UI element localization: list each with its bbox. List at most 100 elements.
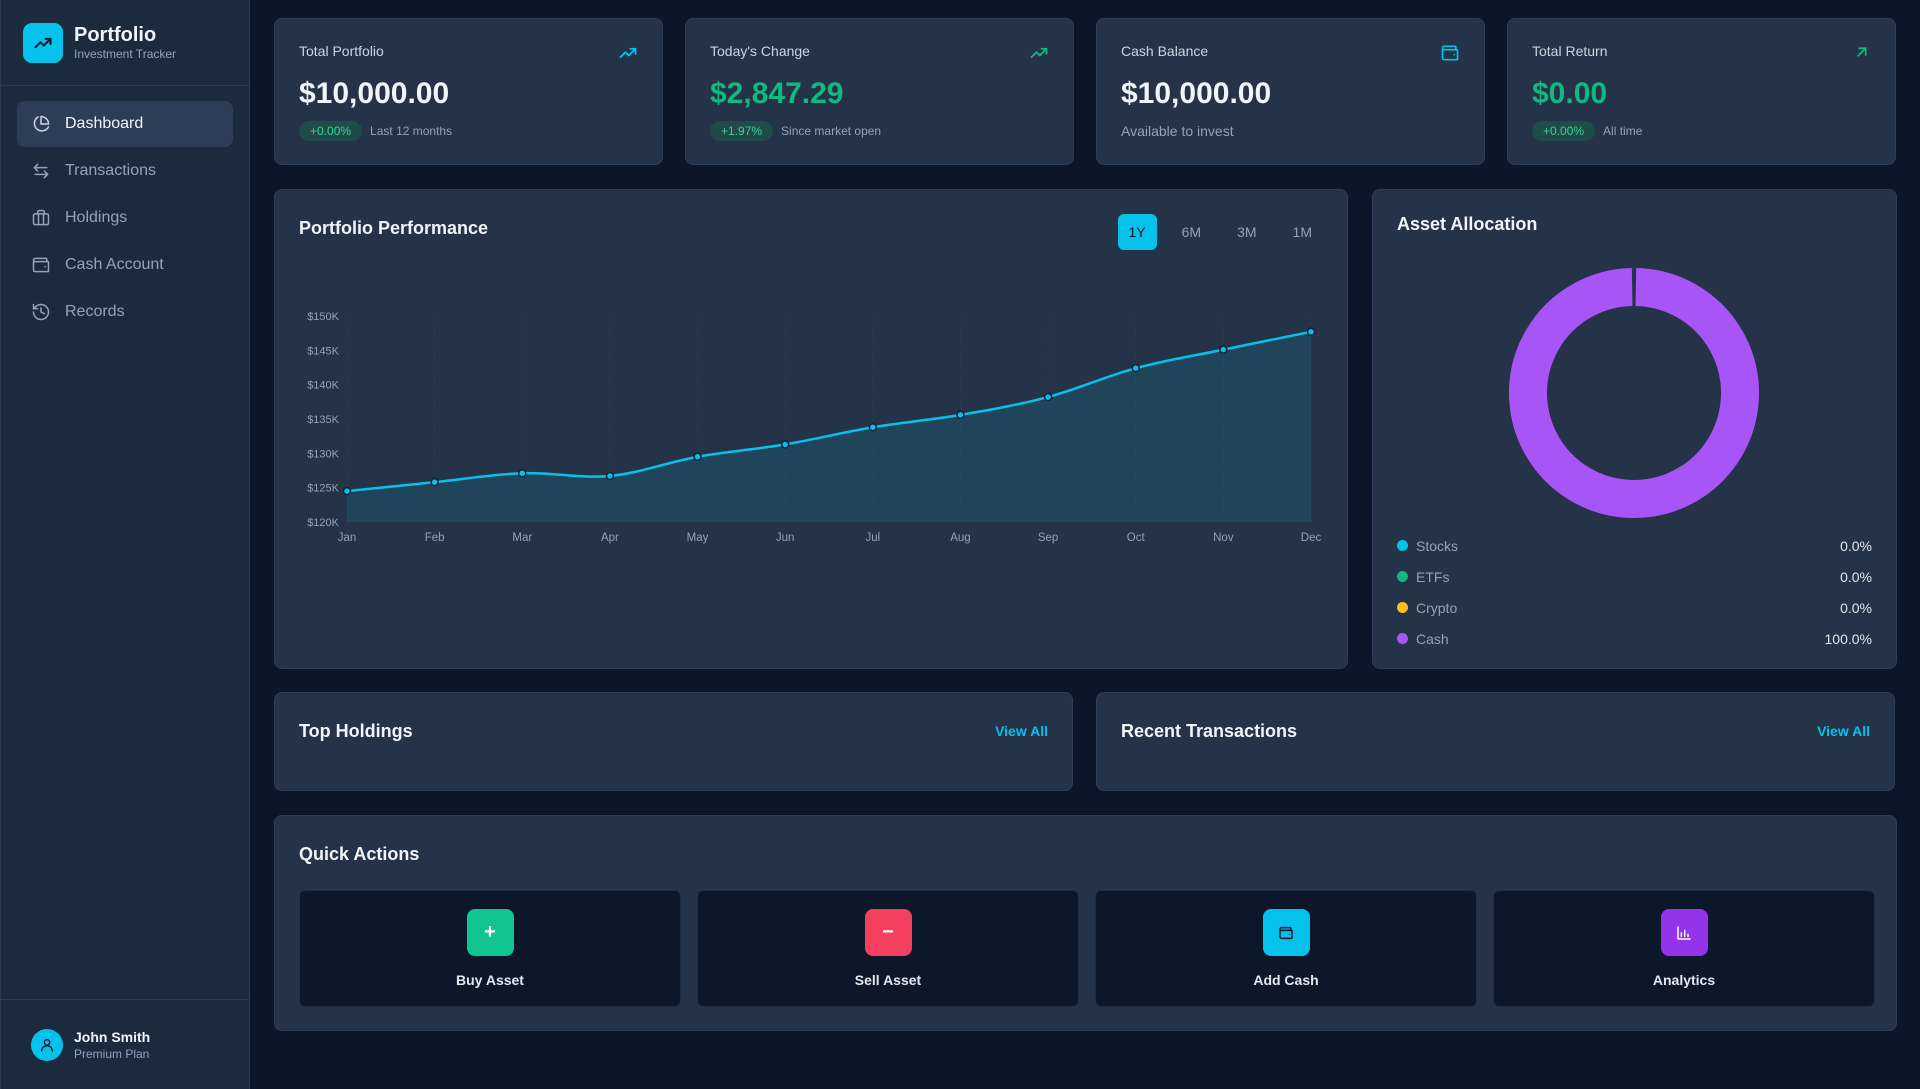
legend-dot bbox=[1397, 540, 1408, 551]
donut-slice-cash bbox=[1509, 268, 1759, 518]
legend-label: Cash bbox=[1416, 630, 1449, 647]
add-cash-button[interactable]: Add Cash bbox=[1095, 890, 1477, 1007]
asset-allocation-card: Asset Allocation Stocks 0.0% ETFs 0.0% C… bbox=[1372, 189, 1897, 669]
action-label: Buy Asset bbox=[456, 972, 524, 988]
card-title: Recent Transactions bbox=[1121, 721, 1298, 741]
range-1y-button[interactable]: 1Y bbox=[1117, 214, 1157, 250]
x-tick-label: Mar bbox=[512, 532, 532, 544]
card-title: Quick Actions bbox=[299, 844, 420, 864]
sidebar-item-cash-account[interactable]: Cash Account bbox=[17, 242, 233, 288]
sidebar-item-holdings[interactable]: Holdings bbox=[17, 195, 233, 241]
range-3m-button[interactable]: 3M bbox=[1237, 224, 1257, 240]
legend-row-etfs: ETFs 0.0% bbox=[1397, 561, 1872, 592]
analytics-button[interactable]: Analytics bbox=[1493, 890, 1875, 1007]
data-point bbox=[1131, 363, 1140, 373]
plus-icon: + bbox=[466, 909, 514, 956]
sell-asset-button[interactable]: − Sell Asset bbox=[697, 890, 1079, 1007]
brand-title: Portfolio bbox=[74, 24, 157, 46]
stat-note: Last 12 months bbox=[370, 124, 453, 138]
sidebar-item-label: Cash Account bbox=[65, 256, 164, 273]
card-title: Top Holdings bbox=[299, 721, 413, 741]
legend-label: Crypto bbox=[1416, 599, 1458, 616]
card-title: Portfolio Performance bbox=[299, 218, 489, 238]
brand[interactable]: Portfolio Investment Tracker bbox=[1, 0, 249, 86]
series-line bbox=[346, 330, 1312, 493]
x-tick-label: Jul bbox=[865, 532, 880, 544]
legend-row-crypto: Crypto 0.0% bbox=[1397, 592, 1872, 623]
briefcase-icon bbox=[32, 209, 50, 226]
x-tick-label: Sep bbox=[1038, 532, 1058, 544]
view-all-holdings-link[interactable]: View All bbox=[995, 723, 1048, 739]
performance-chart: $150K $145K $140K $135K $130K $125K $120K Jan Fe… bbox=[307, 311, 1321, 544]
user-icon bbox=[41, 1038, 53, 1052]
minus-icon: − bbox=[864, 909, 912, 956]
x-tick-label: Jun bbox=[776, 532, 795, 544]
x-tick-label: Apr bbox=[601, 532, 619, 544]
legend-value: 0.0% bbox=[1840, 568, 1872, 585]
x-tick-label: Feb bbox=[425, 532, 445, 544]
data-point bbox=[605, 471, 615, 481]
y-tick-label: $145K bbox=[307, 345, 339, 357]
change-badge: +0.00% bbox=[299, 121, 363, 141]
stat-card-cash-balance: Cash Balance $10,000.00 Available to inv… bbox=[1096, 18, 1485, 165]
data-point bbox=[518, 468, 527, 478]
y-tick-label: $140K bbox=[307, 380, 339, 392]
stat-value: $10,000.00 bbox=[1121, 77, 1272, 110]
y-tick-label: $130K bbox=[307, 448, 339, 460]
arrow-up-right-icon bbox=[1857, 47, 1867, 57]
sidebar-item-transactions[interactable]: Transactions bbox=[17, 148, 233, 194]
stat-label: Total Portfolio bbox=[299, 43, 384, 59]
user-name: John Smith bbox=[74, 1028, 151, 1045]
trending-up-icon bbox=[1030, 47, 1048, 59]
sidebar-nav: Dashboard Transactions Holdings Cash Acc… bbox=[1, 86, 249, 351]
stat-card-todays-change: Today's Change $2,847.29 +1.97% Since ma… bbox=[685, 18, 1074, 165]
buy-asset-button[interactable]: + Buy Asset bbox=[299, 890, 681, 1007]
sidebar-item-dashboard[interactable]: Dashboard bbox=[17, 101, 233, 147]
data-point bbox=[1219, 345, 1228, 354]
legend-label: Stocks bbox=[1416, 537, 1459, 554]
x-tick-label: Aug bbox=[950, 532, 970, 544]
range-1m-button[interactable]: 1M bbox=[1292, 224, 1312, 240]
allocation-donut bbox=[1509, 268, 1759, 518]
card-title: Asset Allocation bbox=[1397, 214, 1538, 234]
sidebar-item-label: Records bbox=[65, 303, 125, 320]
x-tick-label: Nov bbox=[1213, 532, 1234, 544]
portfolio-performance-card: $150K $145K $140K $135K $130K $125K $120K Jan Fe… bbox=[274, 189, 1348, 669]
arrows-exchange-icon bbox=[33, 163, 49, 179]
stat-value: $0.00 bbox=[1532, 77, 1608, 110]
legend-dot bbox=[1397, 633, 1408, 644]
stat-label: Cash Balance bbox=[1121, 43, 1209, 59]
area-fill bbox=[347, 331, 1311, 522]
data-point bbox=[430, 477, 439, 487]
legend-value: 100.0% bbox=[1824, 630, 1872, 647]
x-tick-label: Jan bbox=[338, 532, 357, 544]
legend-label: ETFs bbox=[1416, 568, 1450, 585]
change-badge: +0.00% bbox=[1532, 121, 1596, 141]
data-point bbox=[1043, 392, 1053, 402]
sidebar: Portfolio Investment Tracker Dashboard T… bbox=[0, 0, 250, 1089]
action-label: Add Cash bbox=[1253, 972, 1319, 988]
top-holdings-card: Top Holdings View All bbox=[274, 692, 1073, 791]
user-plan: Premium Plan bbox=[74, 1046, 150, 1061]
brand-subtitle: Investment Tracker bbox=[74, 47, 177, 61]
user-profile[interactable]: John Smith Premium Plan bbox=[1, 999, 249, 1089]
sidebar-item-label: Dashboard bbox=[65, 115, 144, 132]
range-6m-button[interactable]: 6M bbox=[1181, 224, 1202, 240]
sidebar-item-records[interactable]: Records bbox=[17, 289, 233, 335]
x-tick-label: May bbox=[687, 532, 709, 544]
range-selector: 1Y 6M 3M 1M bbox=[1104, 214, 1323, 250]
stat-value: $10,000.00 bbox=[299, 77, 450, 110]
stat-card-total-portfolio: Total Portfolio $10,000.00 +0.00% Last 1… bbox=[274, 18, 663, 165]
data-point bbox=[342, 486, 352, 496]
data-point bbox=[1306, 327, 1316, 337]
main-content: Total Portfolio $10,000.00 +0.00% Last 1… bbox=[250, 0, 1920, 1089]
view-all-transactions-link[interactable]: View All bbox=[1817, 723, 1870, 739]
stat-note: Since market open bbox=[781, 124, 882, 138]
wallet-icon bbox=[1262, 909, 1310, 956]
wallet-icon bbox=[32, 257, 50, 273]
sidebar-item-label: Holdings bbox=[65, 209, 128, 226]
data-point bbox=[780, 440, 790, 449]
x-tick-label: Oct bbox=[1127, 532, 1146, 544]
trending-up-icon bbox=[619, 47, 637, 59]
